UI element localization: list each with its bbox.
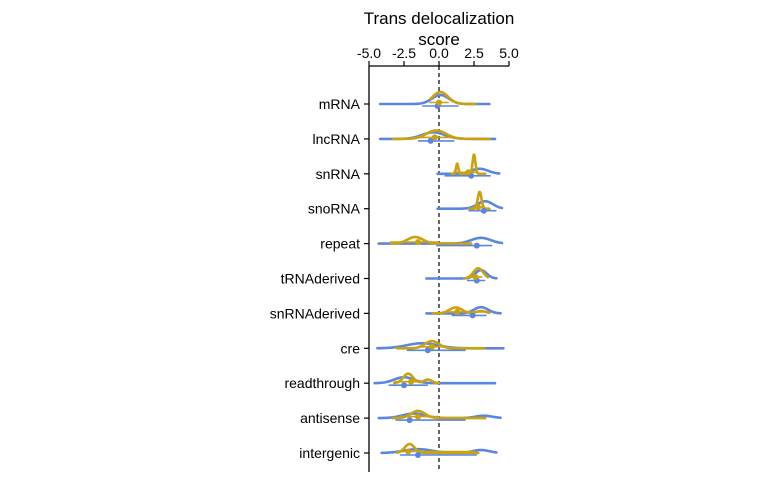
point-estimate-series_a	[472, 274, 479, 280]
category-label: cre	[341, 340, 361, 356]
point-estimate-series_a	[408, 378, 414, 385]
category-label: antisense	[300, 410, 360, 426]
density-line-series_b	[425, 268, 498, 280]
category-label: mRNA	[319, 96, 361, 112]
density-line-series_a	[432, 306, 491, 315]
point-estimate-series_b	[424, 347, 431, 354]
point-estimate-series_a	[465, 169, 472, 176]
point-estimate-series_a	[475, 204, 482, 211]
chart-title-line-2: score	[418, 30, 460, 49]
category-label: repeat	[320, 236, 360, 252]
point-estimate-series_a	[405, 448, 412, 455]
density-line-series_a	[391, 129, 491, 141]
density-line-series_a	[392, 372, 441, 385]
point-estimate-series_b	[406, 417, 413, 424]
category-label: snRNA	[316, 166, 361, 182]
x-tick-label: -2.5	[392, 45, 416, 61]
density-line-series_a	[395, 339, 486, 350]
point-estimate-series_a	[415, 413, 421, 420]
category-label: snRNAderived	[270, 305, 360, 321]
category-label: intergenic	[299, 445, 360, 461]
point-estimate-series_b	[473, 242, 480, 249]
category-label: snoRNA	[308, 201, 361, 217]
point-estimate-series_a	[436, 99, 442, 106]
density-line-series_a	[468, 190, 491, 210]
category-label: readthrough	[284, 375, 360, 391]
point-estimate-series_a	[454, 308, 461, 315]
density-line-series_a	[395, 442, 480, 455]
point-estimate-series_a	[429, 343, 435, 350]
x-tick-label: 2.5	[464, 45, 484, 61]
x-tick-label: 5.0	[499, 45, 519, 61]
density-line-series_a	[391, 409, 487, 420]
marks-group	[373, 90, 505, 458]
point-estimate-series_a	[431, 134, 438, 141]
point-estimate-series_b	[415, 452, 421, 458]
density-line-series_a	[429, 90, 477, 106]
axes-group: -5.0 -2.5 0.0 2.5 5.0 mRNA lncRNA snRNA snoRNA re…	[270, 45, 519, 472]
point-estimate-series_a	[415, 239, 421, 246]
x-tick-label: 0.0	[429, 45, 449, 61]
x-tick-label: -5.0	[357, 45, 381, 61]
category-label: tRNAderived	[281, 271, 360, 287]
point-estimate-series_b	[401, 382, 407, 389]
chart-title-line-1: Trans delocalization	[364, 9, 515, 28]
point-estimate-series_b	[480, 207, 487, 214]
category-label: lncRNA	[313, 131, 361, 147]
density-line-series_a	[462, 267, 490, 280]
point-estimate-series_b	[469, 312, 476, 319]
point-estimate-series_b	[427, 137, 434, 144]
